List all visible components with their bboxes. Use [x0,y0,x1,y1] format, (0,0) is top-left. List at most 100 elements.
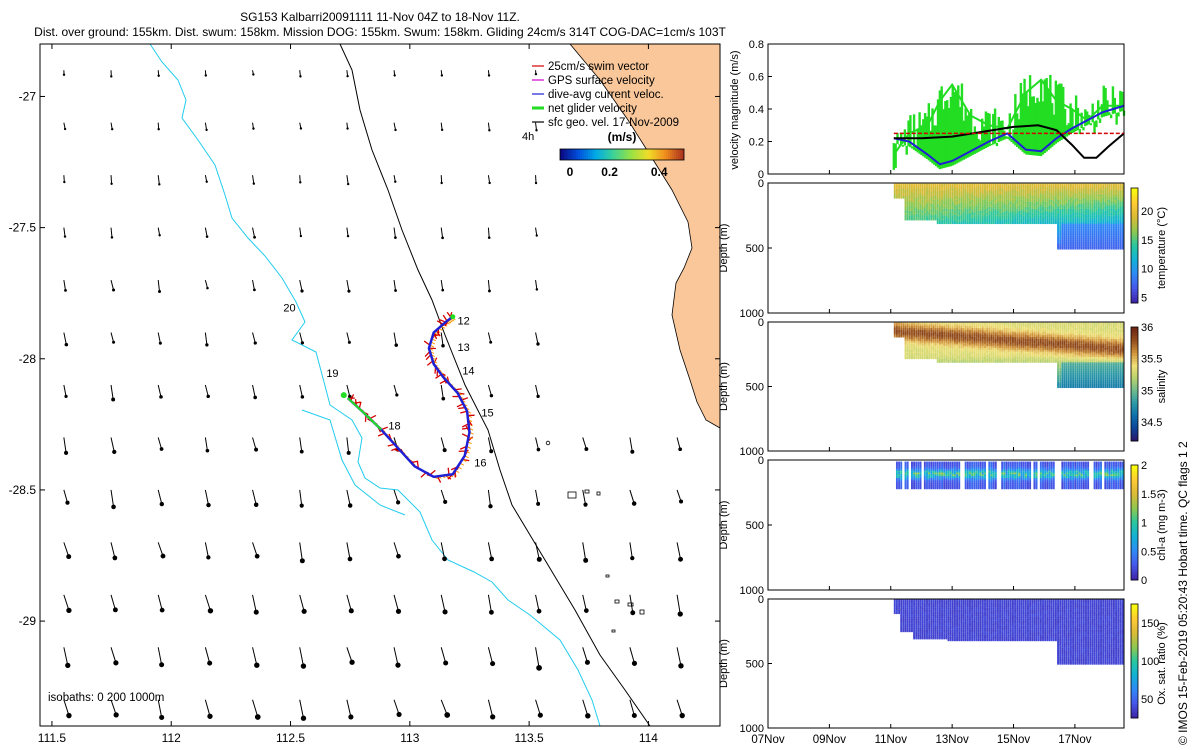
section-cell [930,200,933,203]
colorbar-cell [680,149,683,160]
section-cell [1085,225,1087,228]
section-cell [1115,232,1117,235]
section-cell [913,326,916,329]
sfc-geo-arrow [204,489,209,506]
section-cell [990,218,993,221]
section-colorbar-tick-label: 10 [1141,264,1153,276]
section-cell [966,196,969,199]
section-cell [934,351,937,354]
section-cell [1089,221,1092,225]
section-cell [1102,230,1105,234]
section-cell [945,356,948,360]
section-cell [990,200,993,203]
section-cell [960,356,963,360]
colorbar-cell [610,149,613,160]
section-cell [1119,205,1122,208]
section-cell [1052,221,1055,225]
section-cell [975,203,978,206]
section-cell [1087,214,1090,217]
section-cell [1050,212,1053,215]
section-cell [990,212,993,215]
section-cell [962,358,965,361]
section-cell [1029,207,1032,210]
section-cell [1027,189,1029,192]
section-cell [1106,194,1109,197]
section-cell [1057,212,1059,215]
section-cell [990,194,993,197]
section-cell [1054,203,1057,206]
section-cell [1039,338,1042,342]
section-cell [1020,200,1023,203]
section-cell [971,360,974,363]
section-cell [1061,187,1064,190]
section-cell [1065,209,1068,212]
section-cell [1115,214,1117,217]
section-cell [999,218,1001,221]
section-cell [984,329,986,333]
section-cell [1076,223,1079,226]
sfc-geo-arrowhead [253,341,257,345]
section-cell [1067,205,1070,208]
section-cell [926,356,928,360]
section-cell [1031,192,1034,195]
sfc-geo-arrow [346,489,351,506]
section-cell [1085,200,1087,203]
section-cell [1067,190,1070,194]
section-cell [1110,209,1113,212]
section-cell [956,360,959,363]
sfc-geo-arrowhead [66,607,72,614]
section-cell [911,183,913,186]
section-cell [1115,220,1117,223]
section-cell [1080,240,1083,243]
sfc-geo-arrowhead [583,557,589,563]
section-cell [994,200,997,203]
section-cell [1108,227,1111,230]
sfc-geo-arrowhead [584,659,590,665]
section-cell [994,201,997,205]
section-cell [951,220,954,223]
section-cell [962,221,965,225]
sfc-geo-arrowhead [441,288,445,292]
section-cell [1007,205,1010,208]
section-cell [1009,331,1012,334]
section-cell [1115,212,1117,215]
section-cell [984,200,986,203]
section-cell [1042,189,1044,192]
section-cell [1119,245,1122,248]
section-cell [1020,328,1023,331]
sfc-geo-arrow [204,384,209,397]
section-cell [994,342,997,345]
section-cell [1087,216,1090,219]
section-cell [932,337,935,340]
section-cell [953,210,956,214]
sfc-geo-arrow [299,437,303,452]
section-cell [1087,192,1090,195]
section-cell [986,335,989,338]
section-cell [1069,234,1072,237]
section-cell [913,342,916,345]
section-cell [1052,198,1055,201]
sfc-geo-arrow [252,594,257,613]
section-cell [1018,342,1021,345]
section-cell [960,190,963,194]
section-cell [996,209,999,212]
section-cell [1106,243,1109,246]
section-cell [902,196,905,199]
section-cell [1027,200,1029,203]
section-cell [1082,196,1085,199]
section-cell [1061,225,1064,228]
sfc-geo-arrowhead [346,74,349,78]
section-cell [928,214,931,217]
section-cell [1011,209,1014,212]
section-cell [1059,192,1062,195]
section-cell [908,331,911,334]
section-cell [934,331,937,334]
section-cell [1007,328,1010,331]
section-cell [941,351,943,354]
section-cell [898,196,901,199]
section-cell [1024,329,1027,333]
section-cell [1057,241,1059,245]
section-cell [928,205,931,208]
section-cell [1097,236,1100,239]
section-cell [1011,187,1014,190]
